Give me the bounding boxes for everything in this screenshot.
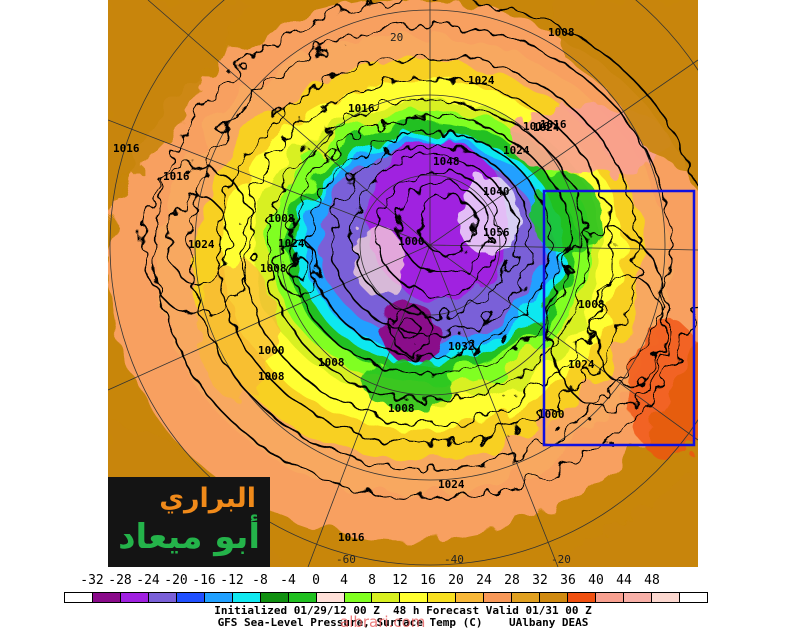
isobar-label: 1016 (540, 118, 567, 131)
colorbar-label: 16 (420, 573, 436, 588)
isobar-label: 1008 (258, 370, 285, 383)
colorbar-label: -28 (108, 573, 132, 588)
colorbar-swatch (400, 593, 429, 602)
colorbar-swatch (92, 593, 121, 602)
isobar-label: 1024 (278, 237, 305, 250)
isobar-label: 1000 (538, 408, 565, 421)
colorbar-label: 8 (368, 573, 376, 588)
colorbar-label: -4 (280, 573, 296, 588)
colorbar-swatch (484, 593, 513, 602)
caption-init-valid: Initialized 01/29/12 00 Z 48 h Forecast … (214, 604, 592, 617)
colorbar-label: -32 (80, 573, 104, 588)
colorbar-labels: -32 -28 -24 -20 -16 -12 -8 -4 0 4 8 12 16 20 24 28 32 36 4… (64, 573, 714, 589)
isobar-label: 1008 (260, 262, 287, 275)
colorbar-label: 4 (340, 573, 348, 588)
isobar-label: 1040 (483, 185, 510, 198)
isobar-label: 1016 (523, 120, 550, 133)
latitude-label: 20 (390, 31, 403, 44)
colorbar-swatch (120, 593, 149, 602)
polar-map-graphic: 20-60 -40 -20 1008101610241016100810001024… (108, 0, 698, 567)
colorbar-swatch (372, 593, 401, 602)
isobar-label: 1024 (438, 478, 465, 491)
colorbar-label: 36 (560, 573, 576, 588)
colorbar-swatch (65, 593, 93, 602)
colorbar-swatch (652, 593, 680, 602)
caption-product: GFS Sea-Level Pressure, Surface Temp (C)… (217, 616, 589, 629)
logo-line-2: أبو ميعاد (118, 517, 260, 557)
colorbar-label: -8 (252, 573, 268, 588)
isobar-label: 1008 (548, 26, 575, 39)
colorbar-label: 32 (532, 573, 548, 588)
colorbar-label: 28 (504, 573, 520, 588)
logo-line-1: البراري (159, 483, 256, 514)
colorbar-label: 12 (392, 573, 408, 588)
colorbar-label: -20 (164, 573, 188, 588)
colorbar-swatch (316, 593, 345, 602)
isobar-label: 1008 (318, 356, 345, 369)
colorbar-label: 0 (312, 573, 320, 588)
colorbar-swatch (596, 593, 625, 602)
colorbar-swatch (568, 593, 597, 602)
isobar-label: 1016 (348, 102, 375, 115)
watermark: albrari.com (340, 613, 426, 631)
isobar-label: 1024 (568, 358, 595, 371)
colorbar-label: 48 (644, 573, 660, 588)
colorbar (64, 592, 708, 603)
colorbar-swatch (232, 593, 261, 602)
isobars (142, 0, 698, 499)
isobar-label: 1024 (468, 74, 495, 87)
isobar-label: 1016 (338, 531, 365, 544)
colorbar-swatch (624, 593, 653, 602)
colorbar-label: 40 (588, 573, 604, 588)
colorbar-swatch (288, 593, 317, 602)
colorbar-swatch (260, 593, 289, 602)
isobar-label: 1000 (398, 235, 425, 248)
colorbar-label: -12 (220, 573, 244, 588)
isobar-label: 1008 (578, 298, 605, 311)
isobar-label: 1016 (163, 170, 190, 183)
isobar-label: 1032 (448, 340, 475, 353)
colorbar-swatch (176, 593, 205, 602)
colorbar-swatch (512, 593, 541, 602)
colorbar-swatch (344, 593, 373, 602)
latitude-label: -40 (444, 553, 464, 566)
colorbar-swatch (540, 593, 569, 602)
colorbar-label: 24 (476, 573, 492, 588)
lat-lon-grid (108, 0, 698, 567)
isobar-label: 1016 (113, 142, 140, 155)
colorbar-swatch (456, 593, 485, 602)
isobar-label: 1024 (533, 121, 560, 134)
latitude-label: -60 (336, 553, 356, 566)
isobar-label: 1000 (258, 344, 285, 357)
colorbar-swatch (428, 593, 457, 602)
pressure-labels: 1008101610241016100810001024100810161024… (113, 26, 605, 558)
isobar-label: 1048 (433, 155, 460, 168)
colorbar-swatch (148, 593, 177, 602)
highlight-box (542, 189, 696, 447)
colorbar-label: -16 (192, 573, 216, 588)
forecast-map: 20 -60 -40 -20 1008 1016 1024 1016 1008 1000 1024… (108, 0, 698, 567)
colorbar-swatch (679, 593, 707, 602)
colorbar-label: 20 (448, 573, 464, 588)
isobar-label: 1024 (188, 238, 215, 251)
isobar-label: 1056 (483, 226, 510, 239)
logo-badge: البراري أبو ميعاد (108, 477, 270, 567)
isobar-label: 1024 (503, 144, 530, 157)
isobar-label: 1008 (388, 402, 415, 415)
colorbar-label: 44 (616, 573, 632, 588)
latitude-label: -20 (551, 553, 571, 566)
colorbar-label: -24 (136, 573, 160, 588)
latitude-labels: 20 -60 -40 -20 (336, 31, 571, 566)
colorbar-swatch (204, 593, 233, 602)
isobar-label: 1008 (268, 212, 295, 225)
